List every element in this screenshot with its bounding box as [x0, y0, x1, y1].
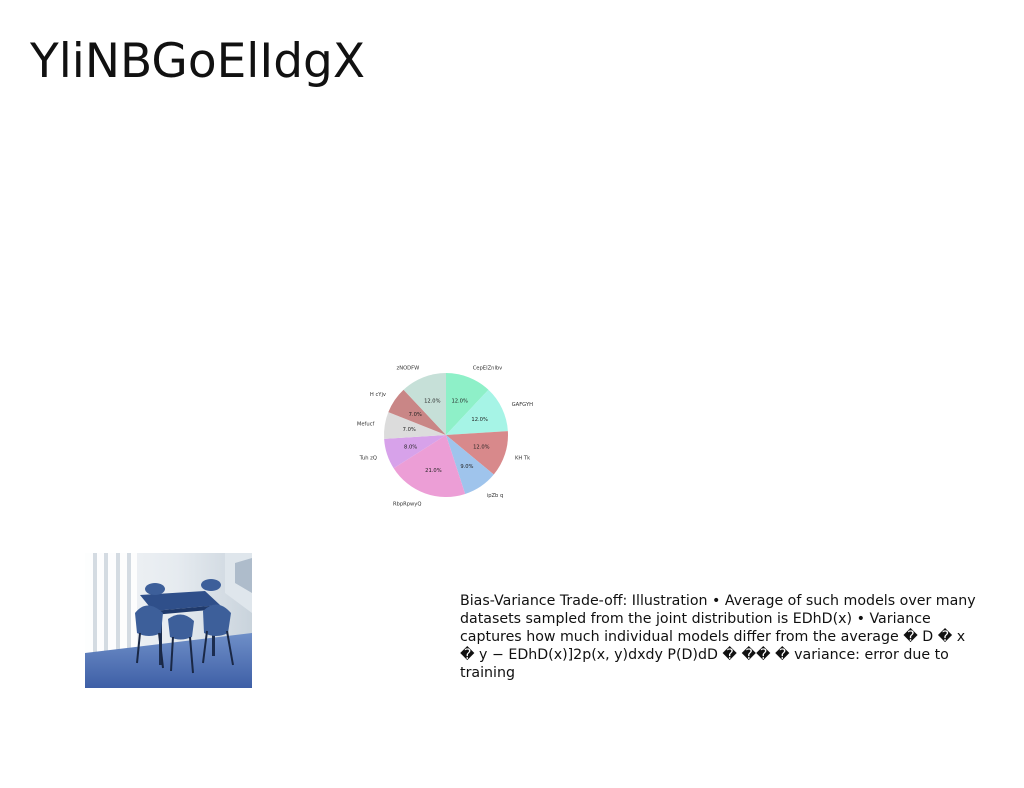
pie-category-label: GAFGYH [512, 402, 533, 408]
pie-slice [393, 435, 466, 498]
pie-category-label: Tuh zQ [359, 455, 377, 461]
pie-slice [383, 412, 446, 439]
pie-category-label: RbpRpwyQ [393, 501, 421, 507]
pie-chart: 12.0% CepEIZnlbv 12.0% GAFGYH 12.0% KH Tk 9.0%… [355, 340, 540, 530]
pie-slice [446, 373, 489, 435]
pie-pct-label: 12.0% [451, 398, 468, 404]
pie-pct-label: 12.0% [424, 398, 441, 404]
pie-category-label: Mefucf [357, 422, 375, 428]
pie-pct-label: 8.0% [404, 445, 417, 451]
pie-category-label: CepEIZnlbv [473, 366, 503, 372]
pie-pct-label: 7.0% [403, 427, 416, 433]
slide-title: YliNBGoElIdgX [30, 34, 366, 89]
pie-slice [403, 373, 446, 435]
pie-category-label: H cYjv [370, 392, 386, 398]
pie-pct-label: 12.0% [471, 417, 488, 423]
pie-category-label: zNODFW [397, 366, 420, 372]
pie-slice [446, 431, 509, 475]
pie-pct-label: 12.0% [473, 445, 490, 451]
pie-slice [446, 389, 508, 435]
dining-room-photo [85, 553, 252, 688]
pie-slice [446, 435, 494, 494]
pie-slice [384, 435, 446, 469]
slide-body-text: Bias-Variance Trade-off: Illustration • … [460, 593, 976, 681]
pie-pct-label: 7.0% [409, 412, 422, 418]
pie-category-label: KH Tk [515, 455, 530, 461]
pie-slice [388, 389, 446, 435]
pie-pct-label: 9.0% [460, 464, 473, 470]
pie-category-label: ipZb q [487, 493, 504, 499]
pie-pct-label: 21.0% [425, 468, 442, 474]
